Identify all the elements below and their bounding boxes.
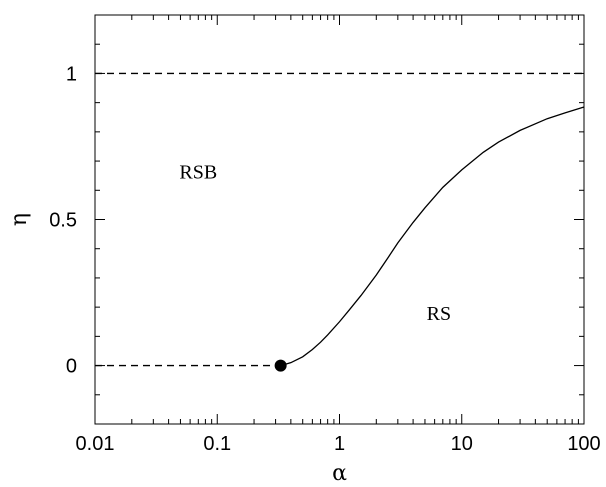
x-tick-label: 0.01 (76, 433, 115, 455)
region-label-rs: RS (427, 303, 451, 325)
x-tick-label: 0.1 (203, 433, 231, 455)
data-layer (95, 72, 585, 372)
y-tick-label: 1 (66, 63, 77, 85)
critical-point-marker (274, 359, 287, 372)
y-tick-label: 0.5 (49, 210, 77, 232)
ticks-layer (94, 15, 585, 424)
plot-area (94, 14, 585, 425)
phase-boundary-curve (280, 106, 585, 367)
region-label-rsb: RSB (179, 161, 217, 183)
y-axis-label: η (7, 213, 32, 226)
y-tick-label: 0 (66, 356, 77, 378)
x-tick-label: 10 (451, 433, 473, 455)
x-tick-label: 100 (567, 433, 600, 455)
x-tick-label: 1 (334, 433, 345, 455)
plot-frame (94, 14, 585, 425)
x-axis-label: α (332, 461, 347, 486)
labels-layer: 0.01 0.1 1 10 100 0 0.5 1 RSB RS α η (7, 63, 601, 486)
